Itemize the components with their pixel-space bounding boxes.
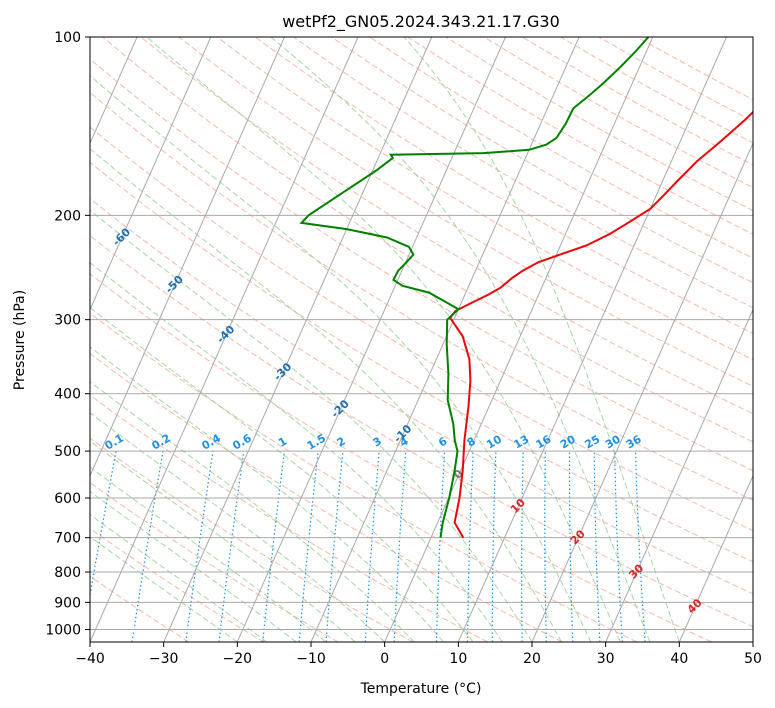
y-tick-label: 700 (54, 531, 81, 547)
x-tick-label: −40 (75, 651, 105, 667)
moist-adiabats (90, 37, 680, 642)
moist-adiabat-line (90, 536, 238, 642)
x-tick-label: 30 (597, 651, 615, 667)
isotherm-line (236, 37, 506, 642)
moist-adiabat-line (270, 37, 651, 642)
isobars (90, 37, 753, 630)
isotherm-line (163, 37, 433, 642)
isotherm-line (90, 37, 212, 311)
dry-adiabat-line (331, 37, 753, 284)
y-tick-label: 600 (54, 491, 81, 507)
isotherm-line (531, 142, 753, 642)
y-tick-label: 100 (54, 30, 81, 46)
plot-area: 0.10.20.40.611.52346810131620253036-100-… (90, 37, 753, 642)
isotherm-line (90, 37, 138, 145)
profile-lines (299, 37, 753, 539)
dry-adiabat-line (178, 37, 753, 387)
moist-adiabat-line (146, 37, 621, 642)
plot-frame (89, 36, 754, 643)
moist-adiabat-line (90, 466, 327, 642)
x-axis: −40 −30 −20 −10 0 10 20 30 40 50 (75, 642, 762, 667)
dry-adiabat-line (90, 312, 638, 642)
mixing-ratio-line (262, 451, 285, 642)
x-tick-label: −10 (296, 651, 326, 667)
dry-adiabat-line (90, 352, 563, 642)
dry-adiabat-line (90, 126, 753, 532)
y-tick-label: 900 (54, 595, 81, 611)
isopleth-labels: 0.10.20.40.611.52346810131620253036-100-… (103, 225, 705, 616)
chart-title: wetPf2_GN05.2024.343.21.17.G30 (282, 12, 560, 32)
y-tick-label: 300 (54, 313, 81, 329)
isotherm-line (457, 37, 727, 642)
isotherm-line (90, 37, 359, 642)
moist-adiabat-line (403, 37, 680, 642)
y-tick-label: 1000 (45, 622, 81, 638)
dry-adiabat-line (90, 58, 753, 472)
x-tick-label: 0 (380, 651, 389, 667)
moist-adiabat-line (90, 440, 356, 642)
dry-adiabat-line (90, 91, 753, 501)
y-tick-label: 800 (54, 565, 81, 581)
isotherm-line (384, 37, 654, 642)
dry-adiabat-line (254, 37, 753, 334)
x-tick-label: 40 (670, 651, 688, 667)
y-axis: 100 200 300 400 500 600 700 800 900 1000 (45, 30, 90, 638)
y-tick-label: 500 (54, 444, 81, 460)
isotherm-line (90, 37, 285, 477)
moist-adiabat-line (90, 412, 386, 642)
temperature-line (448, 110, 753, 539)
isotherms (90, 37, 753, 642)
moist-adiabat-line (90, 261, 503, 642)
dewpoint-line (299, 37, 650, 538)
mixing-ratio-line (218, 451, 245, 642)
dry-adiabat-line (90, 235, 753, 628)
x-tick-label: 10 (449, 651, 467, 667)
dry-adiabat-line (102, 37, 753, 443)
moist-adiabat-line (90, 306, 474, 642)
isotherm-line (605, 308, 753, 642)
mixing-ratio-line (325, 451, 344, 642)
moist-adiabat-line (90, 209, 533, 642)
x-tick-label: 20 (523, 651, 541, 667)
dry-adiabat-line (90, 575, 190, 642)
y-tick-label: 200 (54, 208, 81, 224)
moist-adiabat-line (90, 346, 444, 642)
y-axis-label: Pressure (hPa) (12, 290, 28, 390)
moist-adiabat-line (90, 75, 592, 642)
isotherm-line (310, 37, 580, 642)
dry-adiabat-line (140, 37, 753, 415)
dry-adiabat-line (90, 394, 488, 642)
dry-adiabat-line (90, 482, 339, 642)
x-tick-label: 50 (744, 651, 762, 667)
x-axis-label: Temperature (°C) (360, 681, 482, 697)
mixing-ratio-line (298, 451, 319, 642)
moist-adiabat-line (90, 148, 562, 642)
dry-adiabat-line (90, 273, 712, 642)
isotherm-line (678, 474, 753, 642)
x-tick-label: −20 (223, 651, 253, 667)
y-tick-label: 400 (54, 387, 81, 403)
mixing-ratio-line (185, 451, 214, 642)
x-tick-label: −30 (149, 651, 179, 667)
dry-adiabat-line (216, 37, 753, 361)
